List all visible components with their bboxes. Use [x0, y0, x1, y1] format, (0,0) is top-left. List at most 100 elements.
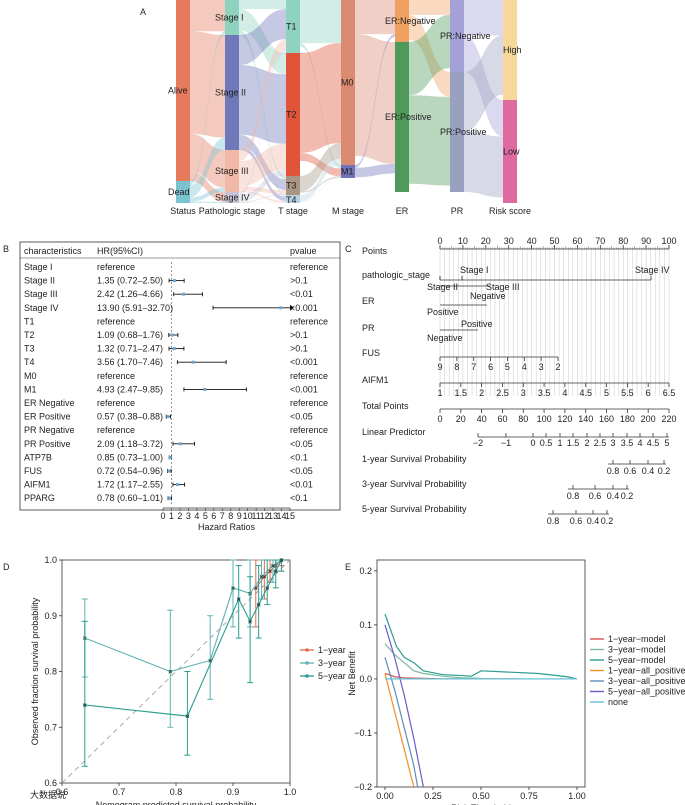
nomogram-surv-tick-label: 0.6	[570, 516, 583, 526]
nomogram-fus-tick-label: 2	[555, 362, 560, 372]
sankey-column-label: T stage	[278, 206, 308, 216]
nomogram-total-tick-label: 180	[620, 414, 635, 424]
sankey-link	[300, 43, 341, 153]
forest-x-tick-label: 3	[186, 511, 191, 521]
nomogram-surv-tick-label: 0.8	[567, 491, 580, 501]
forest-row-p: <0.001	[290, 357, 318, 367]
dca-y-tick-label: 0.2	[359, 566, 372, 576]
forest-row-name: AIFM1	[24, 480, 51, 490]
nomogram-points-tick-label: 90	[641, 236, 651, 246]
nomogram-label-surv-3: 5-year Survival Probability	[362, 504, 467, 514]
forest-row-name: Stage II	[24, 276, 55, 286]
calibration-x-marker: ×	[268, 567, 273, 576]
calibration-y-tick-label: 0.8	[44, 667, 57, 677]
nomogram-aifm1-tick-label: 2.5	[496, 388, 509, 398]
nomogram-points-tick-label: 10	[458, 236, 468, 246]
dca-legend-label: 3−year−all_positive	[608, 676, 685, 686]
forest-row-p: reference	[290, 425, 328, 435]
sankey-node	[225, 150, 239, 192]
sankey-link	[190, 201, 225, 203]
calibration-point	[262, 575, 266, 579]
dca-series-line	[384, 624, 424, 788]
nomogram-aifm1-tick-label: 5	[604, 388, 609, 398]
sankey-link	[409, 95, 450, 186]
sankey-link	[239, 190, 286, 203]
nomogram-lp-tick-label: 5	[664, 438, 669, 448]
sankey-node	[286, 176, 300, 195]
nomogram-surv-tick-label: 0.6	[589, 491, 602, 501]
forest-row-name: Stage III	[24, 289, 58, 299]
forest-row-name: T4	[24, 357, 35, 367]
calibration-x-tick-label: 1.0	[284, 787, 297, 797]
nomogram-surv-tick-label: 0.8	[607, 466, 620, 476]
forest-x-tick-label: 12	[260, 511, 270, 521]
nomogram-lp-tick-label: 1.5	[567, 438, 580, 448]
nomogram-lp-tick-label: 4	[637, 438, 642, 448]
nomogram-label-fus: FUS	[362, 348, 380, 358]
nomogram-lp-tick-label: 1	[557, 438, 562, 448]
forest-row-hr: 0.85 (0.73–1.00)	[97, 452, 163, 462]
calibration-point	[168, 669, 172, 674]
sankey-node-label-er-1: ER:Positive	[385, 112, 432, 122]
panel-letter-a: A	[140, 7, 146, 17]
forest-x-tick-label: 14	[277, 511, 287, 521]
sankey-node-label-m-1: M1	[341, 167, 354, 177]
sankey-link	[300, 176, 341, 193]
forest-header-hr: HR(95%CI)	[97, 246, 143, 256]
nomogram-surv-tick-label: 0.6	[624, 466, 637, 476]
forest-point	[172, 279, 176, 283]
forest-row-hr: reference	[97, 398, 135, 408]
dca-y-label: Net Benefit	[347, 651, 357, 696]
nomogram-points-tick-label: 30	[504, 236, 514, 246]
nomogram-points-tick-label: 40	[527, 236, 537, 246]
forest-row-hr: reference	[97, 316, 135, 326]
sankey-column-label: Pathologic stage	[199, 206, 266, 216]
sankey-node-label-er-0: ER:Negative	[385, 16, 436, 26]
sankey-column-label: PR	[451, 206, 464, 216]
sankey-link	[300, 0, 341, 44]
nomogram-pr-level: Negative	[427, 333, 463, 343]
calibration-x-marker: ×	[265, 584, 270, 593]
nomogram-label-stage: pathologic_stage	[362, 270, 430, 280]
forest-row-name: M1	[24, 384, 37, 394]
nomogram-aifm1-tick-label: 2	[479, 388, 484, 398]
sankey-link	[239, 30, 286, 180]
panel-letter-d: D	[3, 562, 10, 572]
calibration-ideal-line	[61, 559, 291, 784]
forest-x-tick-label: 8	[228, 511, 233, 521]
nomogram-label-surv-2: 3-year Survival Probability	[362, 479, 467, 489]
forest-point	[172, 347, 176, 351]
nomogram-er-level: Negative	[470, 291, 506, 301]
forest-x-tick-label: 1	[169, 511, 174, 521]
forest-header-char: characteristics	[24, 246, 82, 256]
calibration-y-tick-label: 1.0	[44, 555, 57, 565]
dca-legend-label: 3−year−model	[608, 645, 666, 655]
calibration-x-marker: ×	[248, 617, 253, 626]
sankey-link	[300, 158, 341, 202]
nomogram-label-pr: PR	[362, 323, 375, 333]
forest-row-p: <0.1	[290, 452, 308, 462]
sankey-node-label-stage-3: Stage IV	[215, 193, 250, 203]
sankey-link	[239, 169, 286, 202]
calibration-series-line	[84, 559, 282, 673]
nomogram-pr-level: Positive	[461, 319, 493, 329]
nomogram-points-tick-label: 70	[595, 236, 605, 246]
sankey-node-label-t-1: T2	[286, 110, 297, 120]
forest-row-hr: 2.42 (1.26–4.66)	[97, 289, 163, 299]
calibration-x-tick-label: 0.8	[170, 787, 183, 797]
nomogram-lp-tick-label: 3	[610, 438, 615, 448]
calibration-legend-dot	[305, 661, 309, 665]
forest-row-hr: reference	[97, 262, 135, 272]
nomogram-lp-tick-label: 4.5	[647, 438, 660, 448]
sankey-node-label-risk-1: Low	[503, 147, 520, 157]
sankey-link	[355, 34, 395, 168]
forest-row-p: reference	[290, 316, 328, 326]
forest-point	[167, 469, 171, 473]
sankey-link	[409, 14, 450, 97]
forest-x-tick-label: 5	[203, 511, 208, 521]
sankey-node-label-status-0: Alive	[168, 86, 188, 96]
forest-ci-arrow	[290, 304, 294, 311]
sankey-link	[300, 43, 341, 169]
dca-legend-label: 5−year−model	[608, 655, 666, 665]
forest-row-hr: 0.78 (0.60–1.01)	[97, 493, 163, 503]
